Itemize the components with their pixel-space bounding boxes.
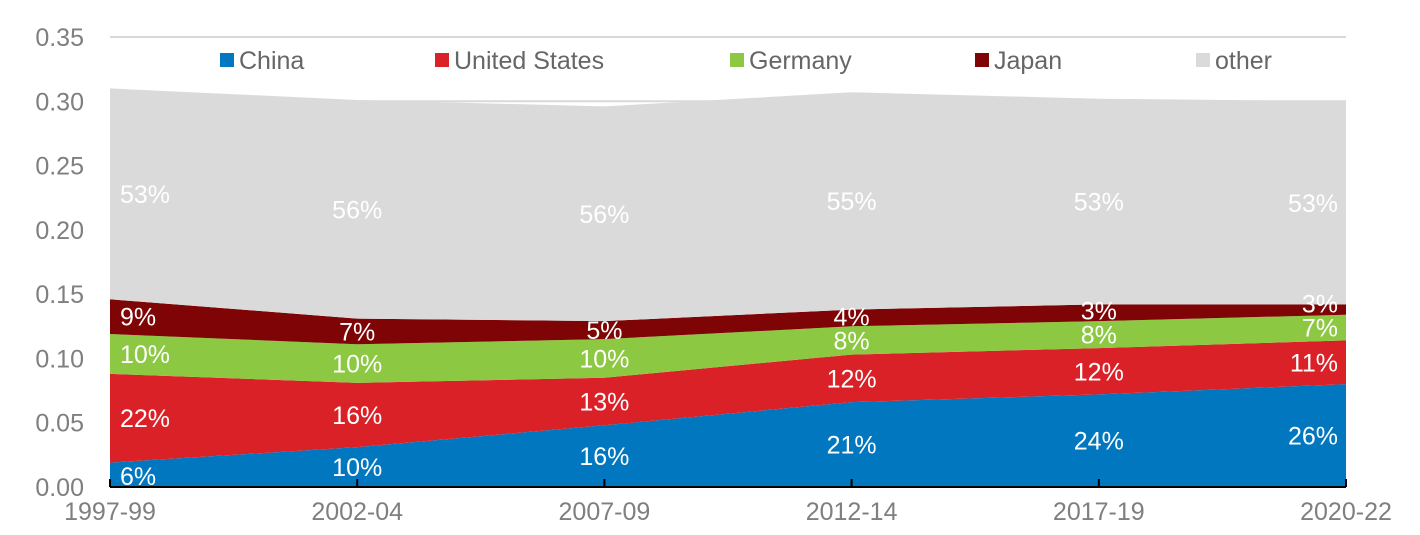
- data-label: 21%: [827, 432, 877, 460]
- x-tick-label: 1997-99: [64, 498, 156, 526]
- data-label: 11%: [1290, 349, 1338, 377]
- legend-label: United States: [454, 47, 604, 75]
- data-label: 55%: [827, 188, 877, 216]
- legend-label: Japan: [994, 47, 1062, 75]
- x-tick-label: 2007-09: [559, 498, 651, 526]
- y-tick-label: 0.10: [35, 345, 84, 373]
- data-label: 10%: [332, 351, 382, 379]
- legend-swatch: [1196, 53, 1210, 67]
- data-label: 16%: [332, 402, 382, 430]
- area-japan: [110, 299, 1346, 345]
- legend-label: China: [239, 47, 304, 75]
- area-layers: [110, 88, 1346, 487]
- data-label: 53%: [120, 181, 170, 209]
- data-label: 12%: [1074, 358, 1124, 386]
- area-other: [110, 88, 1346, 322]
- data-label: 10%: [579, 345, 629, 373]
- legend-item: China: [220, 47, 304, 75]
- data-label: 10%: [120, 341, 170, 369]
- data-label: 3%: [1302, 291, 1338, 319]
- y-tick-label: 0.35: [35, 24, 84, 52]
- data-label: 26%: [1288, 423, 1338, 451]
- data-label: 53%: [1288, 190, 1338, 218]
- y-tick-label: 0.15: [35, 281, 84, 309]
- legend-swatch: [975, 53, 989, 67]
- data-label: 10%: [332, 454, 382, 482]
- legend-swatch: [730, 53, 744, 67]
- data-label: 8%: [1081, 322, 1117, 350]
- data-label: 3%: [1081, 298, 1117, 326]
- x-tick-label: 2012-14: [806, 498, 898, 526]
- data-label: 9%: [120, 304, 156, 332]
- y-axis: 0.00 0.05 0.10 0.15 0.20 0.25 0.30 0.35: [35, 24, 84, 502]
- data-label: 53%: [1074, 189, 1124, 217]
- legend-item: Germany: [730, 47, 852, 75]
- legend-item: Japan: [975, 47, 1062, 75]
- x-tick-label: 2002-04: [311, 498, 403, 526]
- data-label: 56%: [332, 196, 382, 224]
- legend: China United States Germany Japan other: [220, 47, 1272, 75]
- x-tick-label: 2020-22: [1300, 498, 1392, 526]
- legend-label: Germany: [749, 47, 852, 75]
- data-label: 24%: [1074, 428, 1124, 456]
- legend-swatch: [220, 53, 234, 67]
- legend-item: other: [1196, 47, 1272, 75]
- area-china: [110, 384, 1346, 487]
- x-axis: 1997-99 2002-04 2007-09 2012-14 2017-19 2020-…: [64, 479, 1392, 526]
- x-tick-label: 2017-19: [1053, 498, 1145, 526]
- area-united-states: [110, 340, 1346, 463]
- y-tick-label: 0.00: [35, 474, 84, 502]
- data-label: 7%: [339, 318, 375, 346]
- legend-label: other: [1215, 47, 1272, 75]
- area-germany: [110, 314, 1346, 383]
- legend-item: United States: [435, 47, 604, 75]
- data-label: 7%: [1302, 315, 1338, 343]
- y-tick-label: 0.30: [35, 88, 84, 116]
- y-tick-label: 0.20: [35, 217, 84, 245]
- data-label: 22%: [120, 405, 170, 433]
- data-label: 12%: [827, 365, 877, 393]
- y-tick-label: 0.05: [35, 410, 84, 438]
- data-label: 13%: [579, 389, 629, 417]
- data-labels: 6%22%10%9%53%10%16%10%7%56%16%13%10%5%56…: [120, 181, 1338, 491]
- data-label: 4%: [834, 303, 870, 331]
- data-label: 16%: [579, 443, 629, 471]
- legend-swatch: [435, 53, 449, 67]
- data-label: 5%: [586, 317, 622, 345]
- data-label: 8%: [834, 327, 870, 355]
- y-tick-label: 0.25: [35, 153, 84, 181]
- data-label: 6%: [120, 463, 156, 491]
- data-label: 56%: [579, 201, 629, 229]
